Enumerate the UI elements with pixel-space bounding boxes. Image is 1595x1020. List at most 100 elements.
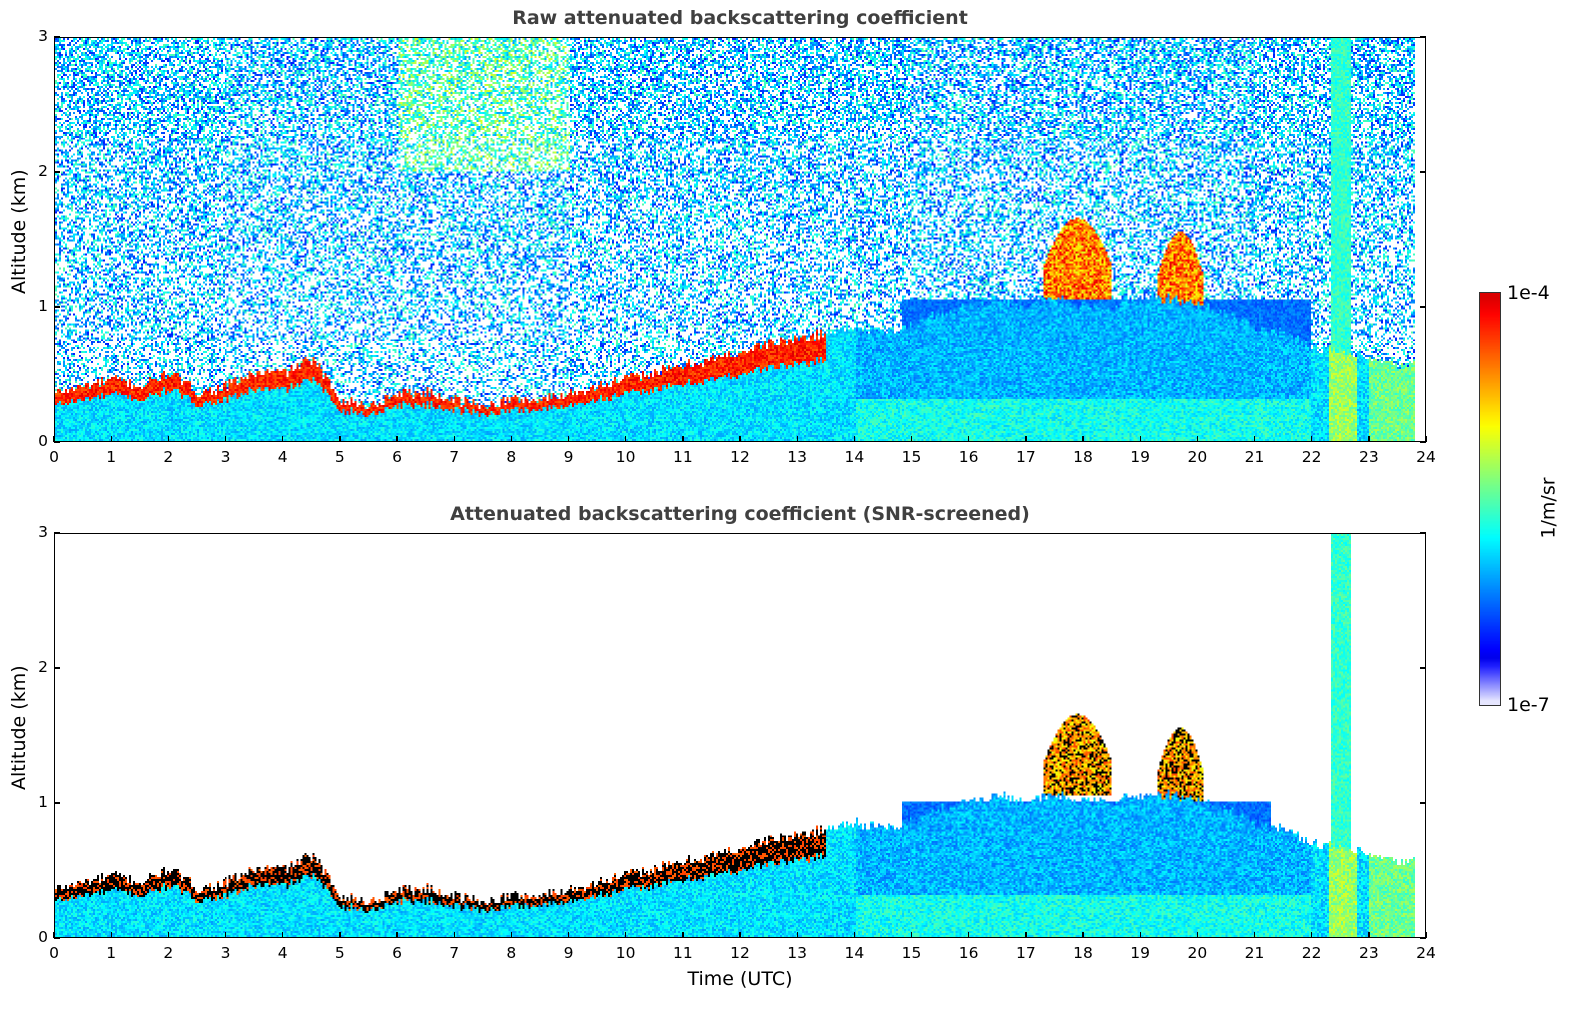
screened-backscatter-heatmap [54,533,1426,938]
x-tick-mark [110,436,112,442]
x-tick-mark [53,436,55,442]
x-tick-mark [968,932,970,938]
plot-title-raw: Raw attenuated backscattering coefficien… [512,7,968,29]
y-tick-label: 0 [38,928,48,946]
y-tick-mark [54,441,60,443]
x-tick-mark [796,932,798,938]
x-tick-mark [1253,436,1256,442]
x-tick-mark [396,436,398,442]
y-tick-mark [54,802,60,804]
x-tick-label: 14 [844,944,865,962]
x-tick-mark [282,436,284,442]
colorbar-unit-label: 1/m/sr [1537,477,1560,539]
x-tick-label: 7 [449,448,460,466]
x-tick-mark [224,436,227,442]
x-tick-label: 19 [1130,448,1151,466]
y-tick-mark [1420,937,1426,939]
plot-title-screened: Attenuated backscattering coefficient (S… [450,503,1030,525]
x-tick-mark [1311,932,1313,938]
x-tick-label: 8 [506,448,517,466]
colorbar-min-label: 1e-7 [1507,694,1550,716]
x-tick-label: 1 [106,944,117,962]
x-axis-label: Time (UTC) [687,968,793,990]
x-tick-label: 4 [277,944,288,962]
x-tick-mark [167,932,170,938]
x-tick-label: 20 [1187,944,1208,962]
x-tick-mark [682,932,684,938]
x-tick-label: 22 [1301,944,1322,962]
y-tick-label: 3 [38,523,48,541]
x-tick-label: 0 [49,944,59,962]
y-tick-label: 1 [38,297,48,315]
x-tick-mark [396,932,398,938]
x-tick-mark [339,932,341,938]
y-tick-mark [54,532,60,534]
y-tick-mark [1420,306,1426,308]
x-tick-mark [625,436,627,442]
x-tick-mark [1425,932,1427,938]
x-tick-label: 17 [1015,944,1036,962]
raw-backscatter-heatmap [54,37,1426,442]
x-tick-label: 5 [334,448,345,466]
x-tick-label: 0 [49,448,59,466]
x-tick-label: 10 [615,448,636,466]
y-axis-label-raw: Altitude (km) [8,169,30,294]
x-tick-label: 21 [1244,944,1265,962]
x-tick-mark [567,932,570,938]
x-tick-mark [282,932,284,938]
y-tick-label: 1 [38,793,48,811]
x-tick-mark [567,436,570,442]
x-tick-label: 23 [1358,448,1379,466]
x-tick-label: 17 [1015,448,1036,466]
x-tick-mark [1139,932,1141,938]
x-tick-label: 7 [449,944,460,962]
y-axis-label-screened: Altitude (km) [8,665,30,790]
x-tick-label: 9 [563,448,574,466]
x-tick-mark [1025,932,1027,938]
y-tick-mark [54,306,60,308]
x-tick-mark [1311,436,1313,442]
x-tick-label: 1 [106,448,117,466]
x-tick-mark [1082,932,1084,938]
x-tick-label: 12 [730,448,750,466]
y-tick-mark [1420,802,1426,804]
x-tick-mark [853,436,856,442]
x-tick-mark [53,932,55,938]
x-tick-label: 9 [563,944,574,962]
y-tick-mark [54,36,60,38]
y-tick-label: 0 [38,432,48,450]
y-tick-mark [1420,36,1426,38]
y-tick-mark [54,667,60,669]
y-tick-mark [54,171,60,173]
x-tick-label: 23 [1358,944,1379,962]
x-tick-label: 19 [1130,944,1151,962]
x-tick-mark [167,436,170,442]
y-tick-mark [1420,441,1426,443]
screened-heatmap-canvas [55,534,1425,937]
x-tick-mark [510,932,513,938]
colorbar-max-label: 1e-4 [1507,282,1550,304]
x-tick-mark [1139,436,1141,442]
x-tick-mark [910,436,913,442]
x-tick-label: 24 [1416,448,1436,466]
y-tick-mark [1420,171,1426,173]
y-tick-mark [1420,532,1426,534]
x-tick-mark [1082,436,1084,442]
x-tick-mark [739,436,741,442]
x-tick-mark [224,932,227,938]
x-tick-label: 18 [1073,944,1093,962]
x-tick-label: 20 [1187,448,1208,466]
x-tick-label: 15 [901,448,922,466]
x-tick-label: 18 [1073,448,1093,466]
x-tick-mark [453,932,455,938]
x-tick-label: 14 [844,448,865,466]
x-tick-mark [796,436,798,442]
x-tick-mark [1196,436,1199,442]
y-tick-label: 2 [38,658,48,676]
x-tick-mark [1025,436,1027,442]
x-tick-mark [1425,436,1427,442]
x-tick-label: 8 [506,944,517,962]
x-tick-mark [1253,932,1256,938]
x-tick-mark [853,932,856,938]
x-tick-mark [1368,932,1370,938]
